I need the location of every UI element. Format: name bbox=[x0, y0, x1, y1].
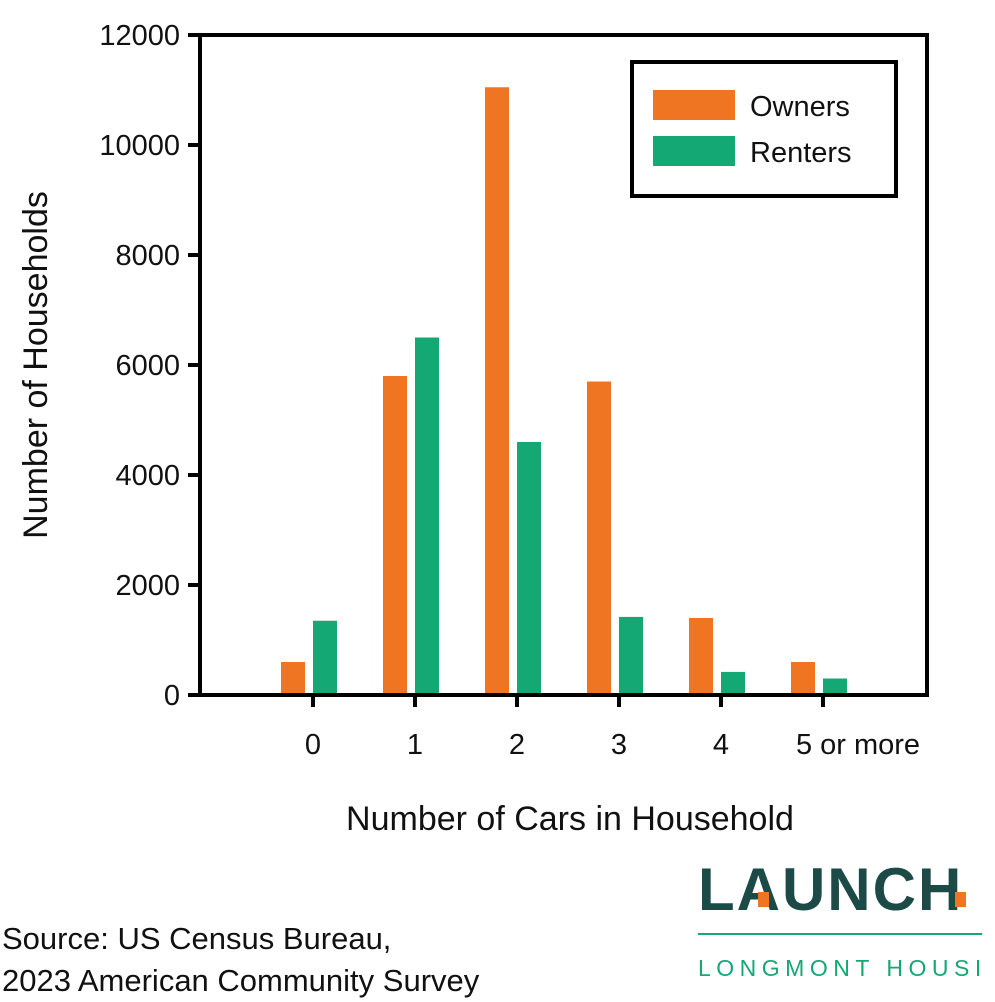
y-axis-title: Number of Households bbox=[17, 191, 55, 539]
source-line-2: 2023 American Community Survey bbox=[2, 963, 480, 998]
y-tick-label-2000: 2000 bbox=[115, 570, 180, 602]
bar-renters-2 bbox=[517, 442, 541, 695]
bars-layer bbox=[281, 87, 847, 695]
bar-owners-3 bbox=[587, 381, 611, 695]
source-note: Source: US Census Bureau, 2023 American … bbox=[2, 918, 479, 1002]
bar-owners-2 bbox=[485, 87, 509, 695]
legend-label-renters: Renters bbox=[750, 137, 852, 169]
y-tick-label-8000: 8000 bbox=[115, 240, 180, 272]
legend-box bbox=[630, 60, 898, 198]
y-tick-label-0: 0 bbox=[164, 680, 180, 712]
bar-renters-0 bbox=[313, 620, 337, 695]
bar-renters-4 bbox=[721, 671, 745, 695]
y-tick-label-10000: 10000 bbox=[99, 130, 180, 162]
legend-swatch-owners bbox=[653, 90, 735, 120]
bar-owners-1 bbox=[383, 376, 407, 695]
legend-label-owners: Owners bbox=[750, 91, 850, 123]
bar-renters-1 bbox=[415, 337, 439, 695]
y-tick-label-6000: 6000 bbox=[115, 350, 180, 382]
x-tick-label-0: 0 bbox=[305, 729, 321, 761]
house-accent-icon bbox=[758, 892, 966, 907]
x-tick-label-3: 3 bbox=[611, 729, 627, 761]
bar-chart: 0 2000 4000 6000 8000 10000 12000 0 1 2 3 4 5 or mo… bbox=[17, 20, 929, 838]
y-axis-ticks: 0 2000 4000 6000 8000 10000 12000 bbox=[99, 20, 200, 712]
logo-brand-text: LAUNCH bbox=[698, 856, 963, 923]
x-tick-label-4: 4 bbox=[713, 729, 729, 761]
bar-owners-0 bbox=[281, 662, 305, 695]
bar-renters-5 bbox=[823, 678, 847, 695]
launch-longmont-housing-logo: LAUNCH LONGMONT HOUSING bbox=[698, 856, 986, 981]
bar-renters-3 bbox=[619, 616, 643, 695]
x-tick-label-2: 2 bbox=[509, 729, 525, 761]
logo-subtitle-text: LONGMONT HOUSING bbox=[698, 955, 986, 981]
legend: Owners Renters bbox=[630, 60, 898, 198]
x-axis-title: Number of Cars in Household bbox=[346, 800, 794, 838]
x-tick-label-1: 1 bbox=[407, 729, 423, 761]
source-line-1: Source: US Census Bureau, bbox=[2, 921, 392, 956]
bar-owners-4 bbox=[689, 618, 713, 695]
y-tick-label-12000: 12000 bbox=[99, 20, 180, 52]
x-tick-label-5: 5 or more bbox=[796, 729, 920, 761]
x-axis-ticks: 0 1 2 3 4 5 or more bbox=[305, 695, 920, 761]
y-tick-label-4000: 4000 bbox=[115, 460, 180, 492]
bar-owners-5 bbox=[791, 662, 815, 695]
legend-swatch-renters bbox=[653, 136, 735, 166]
plot-area-frame bbox=[198, 33, 929, 697]
